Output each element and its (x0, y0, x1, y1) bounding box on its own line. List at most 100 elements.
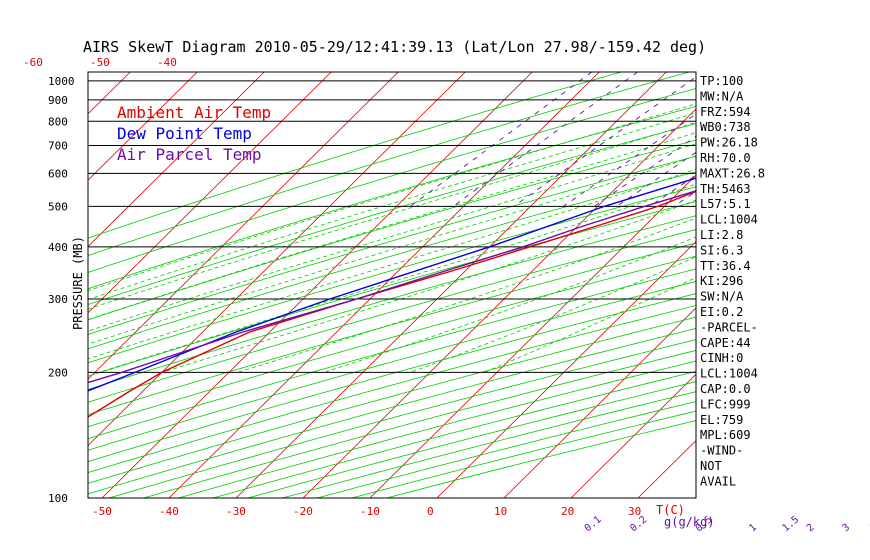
moist-adiabat-line (88, 168, 696, 360)
mixing-tick-label: 3 (841, 522, 853, 534)
dry-adiabat-line (88, 139, 696, 321)
index-value: PW:26.18 (700, 136, 758, 150)
mixing-ratio-line (845, 72, 870, 206)
index-value: CAPE:44 (700, 336, 751, 350)
mixing-ratio-label: g(g/kg) (664, 515, 715, 529)
dry-adiabat-line (88, 105, 696, 290)
y-axis-label: PRESSURE (MB) (71, 236, 85, 330)
pressure-tick-label: 400 (48, 241, 68, 254)
dry-adiabat-line (88, 268, 696, 440)
grid-lines (0, 72, 870, 498)
index-value: RH:70.0 (700, 151, 751, 165)
mixing-tick-label: 0.1 (583, 514, 604, 534)
isotherm-line (0, 72, 63, 498)
isotherm-line (88, 72, 466, 447)
pressure-tick-label: 900 (48, 94, 68, 107)
bottom-temp-tick-label: -20 (293, 505, 313, 518)
index-value: SW:N/A (700, 290, 744, 304)
chart-title: AIRS SkewT Diagram 2010-05-29/12:41:39.1… (83, 38, 706, 56)
isotherm-line (168, 72, 600, 498)
dry-adiabat-line (88, 88, 696, 273)
dry-adiabat-line (386, 420, 696, 498)
isotherm-line (302, 108, 696, 498)
pressure-tick-label: 200 (48, 366, 68, 379)
isotherm-line (436, 241, 696, 498)
legend: Ambient Air Temp Dew Point Temp Air Parcel… (117, 103, 271, 164)
pressure-tick-label: 1000 (48, 75, 75, 88)
bottom-temp-tick-label: 0 (427, 505, 434, 518)
legend-entry: Dew Point Temp (117, 124, 252, 143)
bottom-temp-tick-label: -40 (159, 505, 179, 518)
profile-dew-point-temp (88, 177, 696, 392)
isotherm-line (88, 72, 198, 181)
dry-adiabat-line (88, 123, 696, 305)
index-value: CINH:0 (700, 351, 743, 365)
isotherm-line (503, 307, 696, 498)
index-value: LCL:1004 (700, 367, 758, 381)
legend-entry: Ambient Air Temp (117, 103, 271, 122)
index-value: L57:5.1 (700, 197, 751, 211)
dry-adiabat-line (88, 305, 696, 474)
legend-entry: Air Parcel Temp (117, 145, 262, 164)
dry-adiabat-line (88, 293, 696, 462)
index-value: -WIND- (700, 444, 743, 458)
index-value: KI:296 (700, 274, 743, 288)
isotherm-line (88, 72, 399, 380)
isotherm-line (88, 72, 131, 115)
dry-adiabat-line (88, 316, 696, 484)
index-value: -PARCEL- (700, 320, 758, 334)
dry-adiabat-line (88, 171, 696, 350)
dry-adiabat-line (88, 281, 696, 451)
isotherm-line (88, 72, 332, 314)
isotherm-line (88, 72, 265, 248)
moist-adiabat-line (88, 103, 696, 292)
bottom-temp-tick-label: -30 (226, 505, 246, 518)
mixing-tick-label: 2 (805, 522, 817, 534)
dry-adiabat-line (88, 201, 696, 377)
isotherm-line (570, 373, 696, 498)
mixing-ratio-line (823, 72, 870, 206)
index-value: LI:2.8 (700, 228, 743, 242)
profile-lines (88, 177, 696, 418)
mixing-ratio-line (513, 76, 696, 207)
index-value: EL:759 (700, 413, 743, 427)
mixing-ratio-line (593, 135, 696, 207)
top-temp-tick-label: -60 (23, 56, 43, 69)
pressure-tick-label: 700 (48, 139, 68, 152)
x-axis-label: T(C) (656, 503, 685, 517)
pressure-tick-label: 600 (48, 167, 68, 180)
moist-adiabat-line (98, 183, 696, 373)
index-value: MAXT:26.8 (700, 166, 765, 180)
bottom-temp-tick-label: 30 (628, 505, 641, 518)
mixing-ratio-line (794, 72, 870, 206)
index-value: TT:36.4 (700, 259, 751, 273)
moist-adiabat-line (88, 155, 696, 345)
mixing-ratio-line (864, 72, 870, 206)
plot-frame (87, 71, 697, 499)
dry-adiabat-line (143, 350, 696, 498)
isotherm-line (772, 72, 870, 498)
moist-adiabat-line (88, 121, 696, 310)
index-value: MW:N/A (700, 89, 744, 103)
dry-adiabat-line (88, 255, 696, 428)
index-value: LCL:1004 (700, 213, 758, 227)
dry-adiabat-line (88, 155, 696, 335)
mixing-ratio-line (649, 174, 696, 207)
index-value: LFC:999 (700, 397, 751, 411)
moist-adiabat-line (161, 199, 696, 373)
dry-adiabat-line (88, 186, 696, 364)
mixing-tick-label: 4 (867, 522, 870, 534)
index-value: FRZ:594 (700, 105, 751, 119)
index-value: NOT (700, 459, 722, 473)
moist-adiabat-line (237, 217, 696, 373)
pressure-tick-label: 500 (48, 200, 68, 213)
moist-adiabat-line (410, 256, 696, 373)
bottom-temp-tick-label: 20 (561, 505, 574, 518)
mixing-ratio-line (452, 72, 638, 207)
axis-labels: 1002003004005006007008009001000-120-110-… (23, 56, 870, 534)
bottom-temp-tick-label: -50 (92, 505, 112, 518)
dry-adiabat-line (351, 410, 696, 498)
index-value: SI:6.3 (700, 243, 743, 257)
